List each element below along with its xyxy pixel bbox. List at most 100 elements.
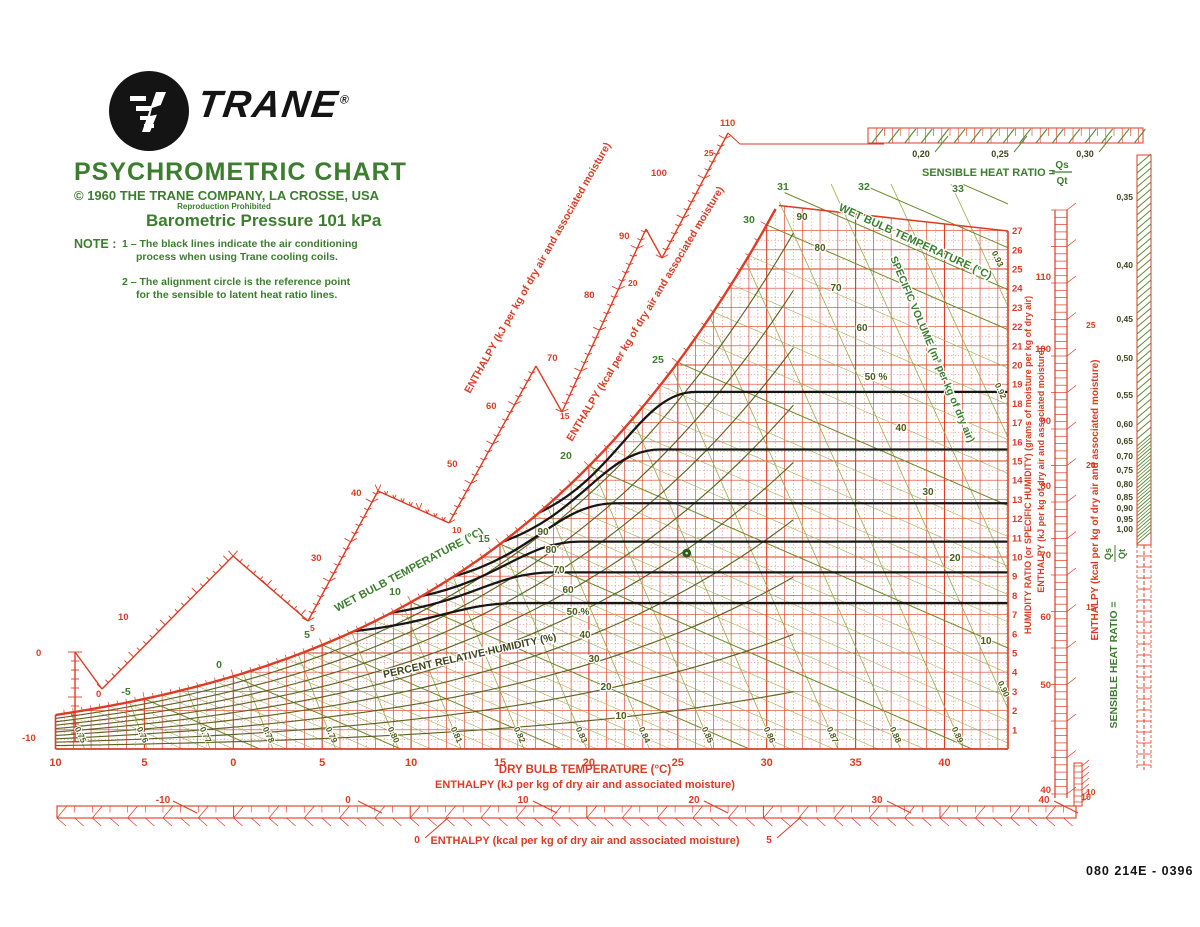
svg-text:21: 21 xyxy=(1012,341,1023,352)
svg-text:SENSIBLE HEAT RATIO =: SENSIBLE HEAT RATIO = xyxy=(922,167,1055,179)
svg-text:5: 5 xyxy=(304,629,310,641)
shr-right-scale: 0,35 0,40 0,45 0,50 0,55 0,60 0,65 0,70 0,75 0,80… xyxy=(1116,153,1152,770)
svg-text:110: 110 xyxy=(720,118,735,129)
svg-text:30: 30 xyxy=(761,757,773,769)
svg-text:0,45: 0,45 xyxy=(1116,314,1133,324)
svg-text:30: 30 xyxy=(871,795,883,806)
document-number: 080 214E - 0396 xyxy=(1086,864,1194,878)
svg-text:0,20: 0,20 xyxy=(912,149,930,159)
svg-text:-5: -5 xyxy=(121,686,130,698)
svg-text:10: 10 xyxy=(405,757,417,769)
svg-text:0,75: 0,75 xyxy=(1116,465,1133,475)
enthalpy-right-scale: 110 100 90 80 70 60 50 40 25 20 15 10 xyxy=(1035,202,1096,798)
svg-text:5: 5 xyxy=(141,757,147,769)
svg-text:80: 80 xyxy=(545,545,557,556)
svg-text:35: 35 xyxy=(849,757,861,769)
svg-text:15: 15 xyxy=(1086,602,1096,612)
humidity-ratio-axis: 1234567891011121314151617181920212223242… xyxy=(1012,226,1023,736)
svg-text:24: 24 xyxy=(1012,284,1023,295)
svg-text:10: 10 xyxy=(118,612,129,623)
svg-text:ENTHALPY (kJ per kg of dry air: ENTHALPY (kJ per kg of dry air and assoc… xyxy=(1036,347,1046,592)
svg-text:10: 10 xyxy=(452,525,462,535)
svg-text:1,00: 1,00 xyxy=(1116,524,1133,534)
svg-text:0.82: 0.82 xyxy=(512,725,528,744)
page-title: PSYCHROMETRIC CHART xyxy=(74,158,407,186)
alignment-circle-icon xyxy=(682,548,692,558)
svg-text:ENTHALPY (kcal per kg of dry a: ENTHALPY (kcal per kg of dry air and ass… xyxy=(430,835,739,847)
svg-text:0,85: 0,85 xyxy=(1116,492,1133,502)
svg-text:20: 20 xyxy=(1086,460,1096,470)
svg-text:SPECIFIC VOLUME (m³ per kg of: SPECIFIC VOLUME (m³ per kg of dry air) xyxy=(887,254,977,444)
svg-text:3: 3 xyxy=(1012,687,1017,698)
svg-text:WET BULB TEMPERATURE (°C): WET BULB TEMPERATURE (°C) xyxy=(837,202,994,282)
svg-text:9: 9 xyxy=(1012,572,1017,583)
svg-text:110: 110 xyxy=(1036,272,1051,283)
svg-text:27: 27 xyxy=(1012,226,1023,237)
svg-text:0,90: 0,90 xyxy=(1116,503,1133,513)
svg-text:60: 60 xyxy=(562,585,574,596)
svg-text:6: 6 xyxy=(1012,629,1017,640)
svg-text:4: 4 xyxy=(1012,668,1018,679)
svg-text:0.87: 0.87 xyxy=(825,725,841,744)
svg-text:5: 5 xyxy=(319,757,325,769)
svg-text:33: 33 xyxy=(952,183,964,195)
saturation-curve xyxy=(55,208,777,717)
svg-text:10: 10 xyxy=(1081,792,1091,802)
svg-text:0,70: 0,70 xyxy=(1116,451,1133,461)
note-label: NOTE : xyxy=(74,237,117,251)
svg-text:0: 0 xyxy=(345,795,351,806)
svg-text:100: 100 xyxy=(651,168,667,179)
svg-text:-10: -10 xyxy=(156,795,171,806)
svg-text:PERCENT RELATIVE HUMIDITY (%): PERCENT RELATIVE HUMIDITY (%) xyxy=(382,631,557,681)
svg-text:-10: -10 xyxy=(22,733,36,744)
svg-text:50: 50 xyxy=(447,459,458,470)
svg-text:13: 13 xyxy=(1012,495,1023,506)
svg-text:60: 60 xyxy=(856,323,868,334)
svg-text:15: 15 xyxy=(560,411,570,421)
svg-text:Qt: Qt xyxy=(1056,176,1068,187)
trane-wordmark: TRANE® xyxy=(195,84,353,127)
process-lines xyxy=(354,390,1008,633)
svg-text:0.80: 0.80 xyxy=(386,725,402,744)
svg-text:30: 30 xyxy=(922,487,934,498)
svg-text:10: 10 xyxy=(615,711,627,722)
svg-text:20: 20 xyxy=(600,682,612,693)
svg-text:50 %: 50 % xyxy=(865,372,888,383)
svg-text:20: 20 xyxy=(688,795,700,806)
svg-text:10: 10 xyxy=(1012,553,1023,564)
svg-text:16: 16 xyxy=(1012,437,1023,448)
svg-text:15: 15 xyxy=(1012,457,1023,468)
svg-text:30: 30 xyxy=(743,214,755,226)
svg-text:8: 8 xyxy=(1012,591,1017,602)
svg-text:0: 0 xyxy=(216,659,222,671)
shr-top-scale: 0,20 0,25 0,30 SENSIBLE HEAT RATIO =Qs Qt xyxy=(867,127,1146,187)
svg-text:25: 25 xyxy=(652,354,664,366)
svg-text:0.93: 0.93 xyxy=(990,249,1006,268)
svg-text:Qs: Qs xyxy=(1055,160,1069,171)
svg-text:0.83: 0.83 xyxy=(574,725,590,744)
svg-text:20: 20 xyxy=(949,553,961,564)
svg-text:0.79: 0.79 xyxy=(324,725,340,744)
svg-text:0.89: 0.89 xyxy=(950,725,966,744)
svg-text:ENTHALPY (kcal per kg of dry a: ENTHALPY (kcal per kg of dry air and ass… xyxy=(1090,359,1101,640)
svg-text:22: 22 xyxy=(1012,322,1023,333)
svg-text:HUMIDITY RATIO (or SPECIFIC HU: HUMIDITY RATIO (or SPECIFIC HUMIDITY) (g… xyxy=(1023,296,1033,634)
svg-text:40: 40 xyxy=(1040,785,1051,796)
svg-text:19: 19 xyxy=(1012,380,1023,391)
registered-mark: ® xyxy=(338,92,352,107)
svg-text:0,40: 0,40 xyxy=(1116,260,1133,270)
svg-text:0.88: 0.88 xyxy=(888,725,904,744)
svg-text:60: 60 xyxy=(486,401,497,412)
svg-text:5: 5 xyxy=(1012,649,1018,660)
svg-text:0.81: 0.81 xyxy=(449,725,465,744)
note2-line1: 2 – The alignment circle is the referenc… xyxy=(122,276,351,288)
svg-text:30: 30 xyxy=(588,654,600,665)
svg-text:40: 40 xyxy=(351,488,362,499)
svg-text:1: 1 xyxy=(1012,725,1018,736)
svg-text:0,65: 0,65 xyxy=(1116,436,1133,446)
svg-text:25: 25 xyxy=(1012,265,1023,276)
svg-text:70: 70 xyxy=(830,283,842,294)
enthalpy-bottom-scale: -10 0 10 20 30 40 0 5 10 ENTHALPY (kcal per kg of… xyxy=(56,759,1091,847)
